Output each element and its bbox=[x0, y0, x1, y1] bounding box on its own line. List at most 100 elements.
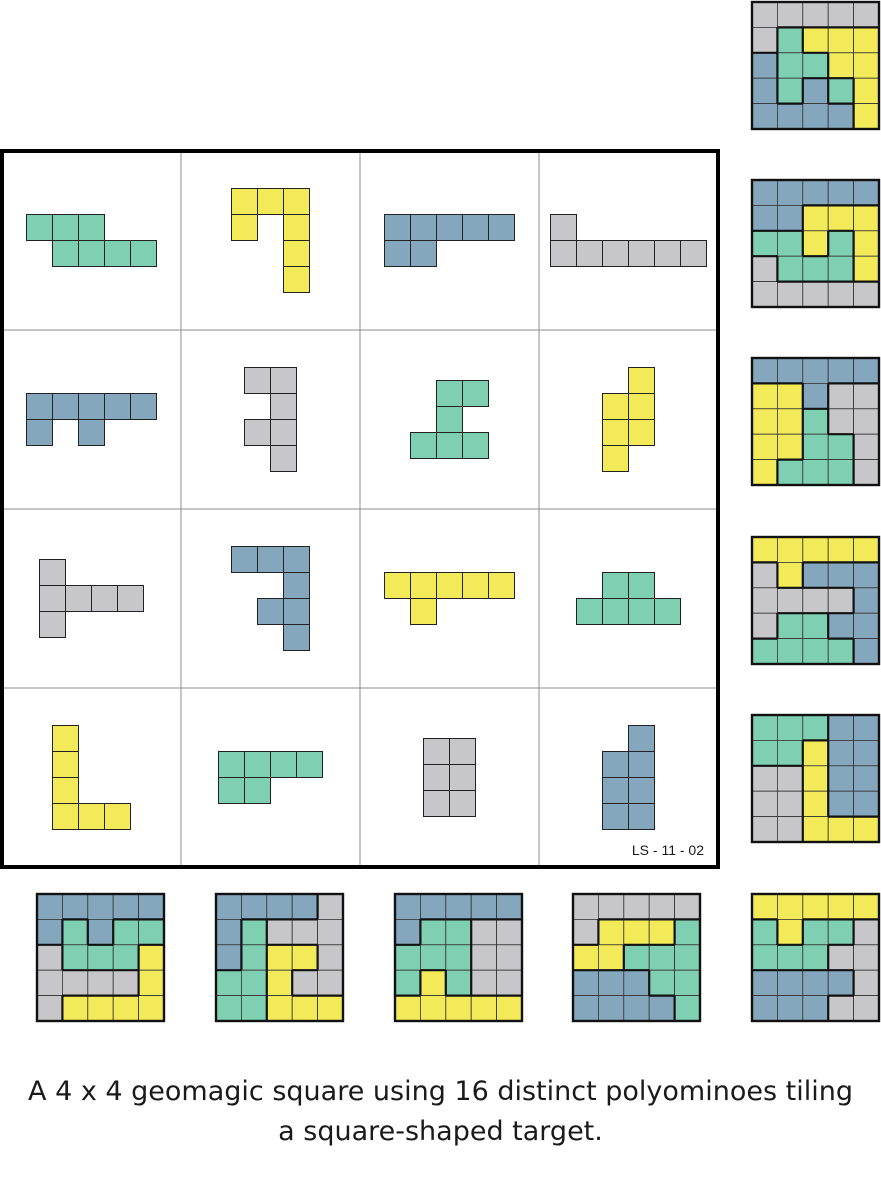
tile-cell bbox=[215, 995, 242, 1022]
polyomino-cell bbox=[602, 419, 629, 446]
tile-cell bbox=[751, 1, 778, 28]
polyomino-cell bbox=[26, 419, 53, 446]
tile-cell bbox=[802, 816, 829, 843]
column-target-5 bbox=[750, 892, 881, 1023]
tile-cell bbox=[827, 944, 855, 971]
tile-cell bbox=[496, 919, 523, 946]
tile-cell bbox=[751, 255, 778, 283]
tile-cell bbox=[853, 816, 880, 843]
tile-cell bbox=[215, 893, 242, 920]
tile-border bbox=[214, 892, 345, 1023]
tile-cell bbox=[853, 103, 880, 130]
tile-cell bbox=[853, 612, 880, 640]
tile-cell bbox=[777, 382, 804, 410]
polyomino-cell bbox=[410, 240, 437, 267]
polyomino-cell bbox=[78, 214, 105, 241]
tile-cell bbox=[674, 919, 701, 946]
polyomino-cell bbox=[39, 585, 66, 612]
tile-border bbox=[750, 535, 881, 666]
tile-cell bbox=[802, 179, 829, 206]
tile-cell bbox=[112, 944, 139, 971]
polyomino-cell bbox=[410, 214, 437, 241]
tile-cell bbox=[751, 382, 778, 410]
tile-cell bbox=[470, 919, 498, 946]
tile-cell bbox=[751, 638, 778, 665]
tile-cell bbox=[138, 995, 165, 1022]
polyomino-cell bbox=[78, 419, 105, 446]
tile-cell bbox=[827, 790, 855, 818]
polyomino-cell bbox=[628, 751, 655, 778]
tile-cell bbox=[445, 893, 472, 920]
grid-border bbox=[0, 149, 720, 869]
polyomino-cell bbox=[244, 777, 271, 804]
polyomino-cell bbox=[488, 572, 515, 599]
tile-border bbox=[35, 892, 166, 1023]
tile-cell bbox=[853, 638, 880, 665]
polyomino-cell bbox=[218, 751, 245, 778]
tile-cell bbox=[496, 944, 523, 971]
tile-cell bbox=[827, 179, 855, 206]
polyomino-cell bbox=[65, 585, 92, 612]
tile-cell bbox=[138, 893, 165, 920]
tile-cell bbox=[827, 587, 855, 614]
polyomino-cell bbox=[488, 214, 515, 241]
tile-cell bbox=[394, 893, 421, 920]
tile-cell bbox=[317, 893, 344, 920]
polyomino-cell bbox=[52, 240, 79, 267]
tile-cell bbox=[112, 919, 139, 946]
tile-cell bbox=[317, 969, 344, 997]
tile-cell bbox=[240, 969, 268, 997]
tile-cell bbox=[470, 995, 498, 1022]
polyomino-cell bbox=[283, 240, 310, 267]
tile-cell bbox=[853, 893, 880, 920]
tile-cell bbox=[215, 944, 242, 971]
tile-cell bbox=[777, 969, 804, 997]
tile-cell bbox=[62, 919, 89, 946]
polyomino-cell bbox=[231, 188, 258, 215]
polyomino-cell bbox=[257, 598, 284, 625]
tile-cell bbox=[853, 382, 880, 410]
tile-cell bbox=[827, 816, 855, 843]
tile-cell bbox=[853, 995, 880, 1022]
tile-cell bbox=[827, 919, 855, 946]
tile-cell bbox=[266, 995, 293, 1022]
polyomino-cell bbox=[628, 240, 655, 267]
tile-cell bbox=[291, 995, 319, 1022]
tile-cell bbox=[802, 969, 829, 997]
tile-cell bbox=[802, 893, 829, 920]
polyomino-cell bbox=[218, 777, 245, 804]
tile-cell bbox=[827, 562, 855, 589]
tile-cell bbox=[853, 919, 880, 946]
tile-cell bbox=[777, 612, 804, 640]
tile-cell bbox=[802, 204, 829, 232]
tile-cell bbox=[853, 255, 880, 283]
tile-cell bbox=[496, 995, 523, 1022]
tile-cell bbox=[112, 969, 139, 997]
tile-cell bbox=[598, 995, 625, 1022]
polyomino-cell bbox=[410, 598, 437, 625]
polyomino-r1c2 bbox=[231, 188, 310, 293]
tile-cell bbox=[751, 995, 778, 1022]
tile-cell bbox=[827, 433, 855, 461]
tile-cell bbox=[802, 612, 829, 640]
tile-cell bbox=[36, 995, 63, 1022]
polyomino-cell bbox=[602, 803, 629, 830]
polyomino-cell bbox=[244, 367, 271, 394]
polyomino-cell bbox=[462, 380, 489, 407]
tile-cell bbox=[751, 714, 778, 741]
tile-cell bbox=[598, 919, 625, 946]
polyomino-cell bbox=[576, 240, 603, 267]
tile-cell bbox=[853, 969, 880, 997]
tile-cell bbox=[827, 103, 855, 130]
tile-cell bbox=[777, 103, 804, 130]
polyomino-cell bbox=[602, 445, 629, 472]
tile-cell bbox=[751, 179, 778, 206]
tile-cell bbox=[674, 944, 701, 971]
tile-cell bbox=[751, 944, 778, 971]
polyomino-cell bbox=[130, 393, 157, 420]
polyomino-cell bbox=[231, 546, 258, 573]
tile-cell bbox=[777, 255, 804, 283]
polyomino-cell bbox=[436, 406, 463, 433]
tile-cell bbox=[827, 969, 855, 997]
tile-cell bbox=[445, 969, 472, 997]
